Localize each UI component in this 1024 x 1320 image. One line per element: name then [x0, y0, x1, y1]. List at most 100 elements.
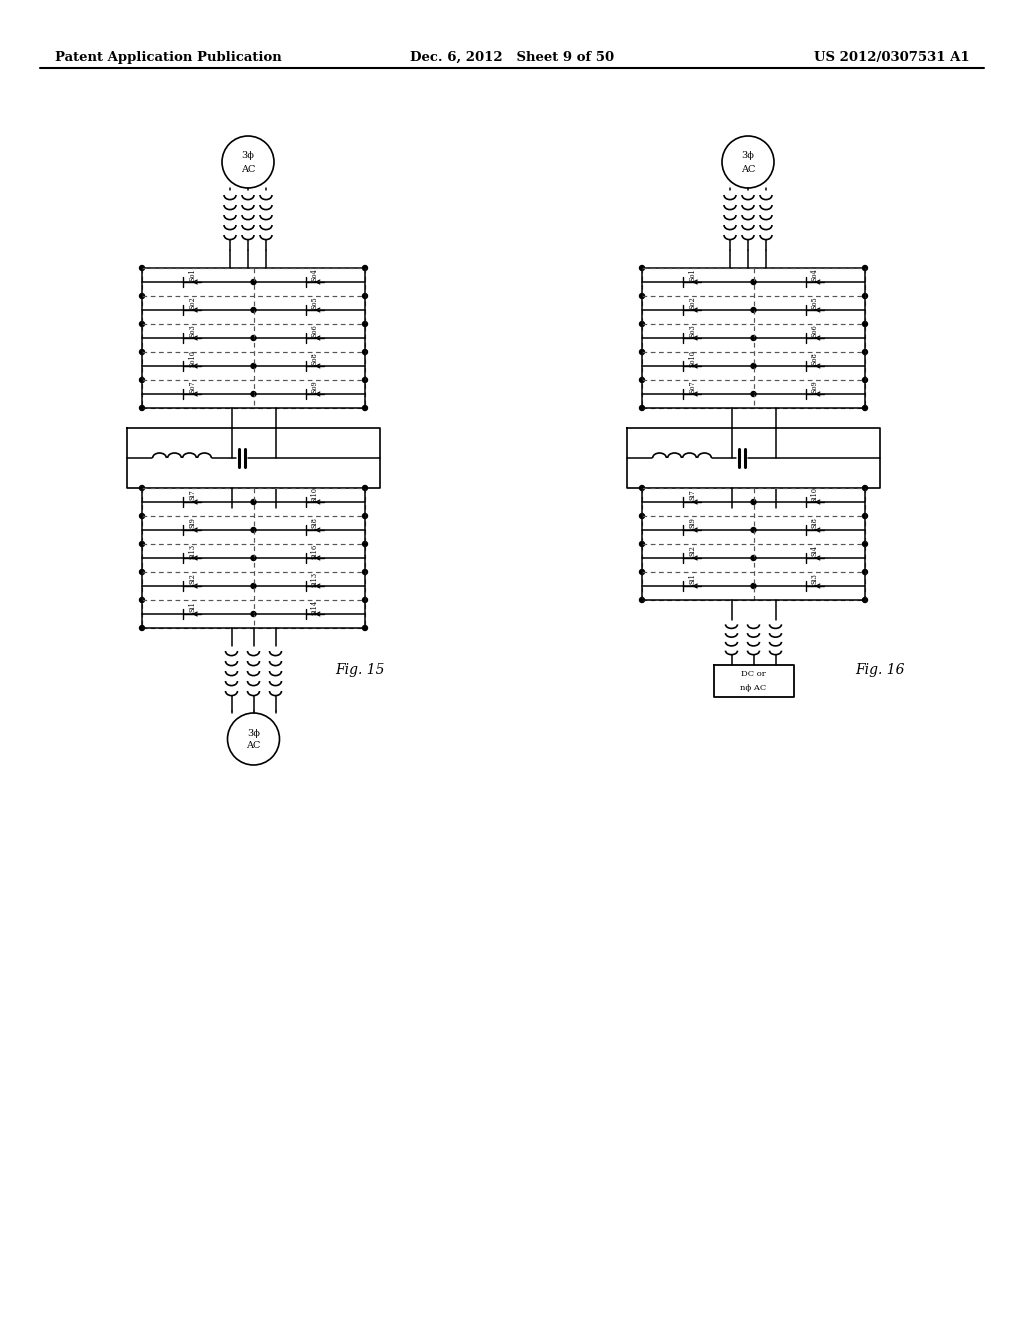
Text: Si9: Si9	[688, 517, 696, 528]
Text: AC: AC	[241, 165, 255, 173]
Text: So6: So6	[811, 325, 819, 338]
Circle shape	[362, 293, 368, 298]
Text: Si8: Si8	[811, 517, 819, 528]
Circle shape	[362, 265, 368, 271]
Text: So9: So9	[311, 380, 318, 393]
Circle shape	[251, 392, 256, 396]
Text: So2: So2	[688, 297, 696, 309]
Circle shape	[640, 350, 644, 355]
Circle shape	[362, 486, 368, 491]
Circle shape	[640, 569, 644, 574]
Text: Si2: Si2	[188, 574, 197, 585]
Text: Si2: Si2	[688, 545, 696, 557]
Text: So5: So5	[311, 297, 318, 309]
Circle shape	[139, 598, 144, 602]
Text: Si7: Si7	[688, 490, 696, 500]
Circle shape	[251, 280, 256, 285]
Text: Si16: Si16	[311, 544, 318, 558]
Text: So6: So6	[311, 325, 318, 338]
Circle shape	[251, 499, 256, 504]
Circle shape	[640, 265, 644, 271]
Circle shape	[139, 378, 144, 383]
Text: So8: So8	[811, 352, 819, 366]
Circle shape	[751, 499, 756, 504]
Circle shape	[862, 322, 867, 326]
Text: So10: So10	[688, 351, 696, 367]
Text: Si9: Si9	[188, 517, 197, 528]
Text: US 2012/0307531 A1: US 2012/0307531 A1	[814, 50, 970, 63]
Circle shape	[362, 569, 368, 574]
Text: So7: So7	[688, 380, 696, 393]
Text: So3: So3	[188, 325, 197, 338]
Circle shape	[751, 280, 756, 285]
Text: 3ϕ: 3ϕ	[741, 152, 755, 161]
Text: Si8: Si8	[311, 517, 318, 528]
Circle shape	[362, 350, 368, 355]
Circle shape	[139, 626, 144, 631]
Text: Si13: Si13	[188, 544, 197, 558]
Circle shape	[139, 569, 144, 574]
Circle shape	[751, 556, 756, 561]
Text: So4: So4	[811, 268, 819, 281]
Circle shape	[251, 363, 256, 368]
Text: So1: So1	[688, 269, 696, 281]
Text: DC or: DC or	[741, 671, 766, 678]
Circle shape	[251, 556, 256, 561]
Text: Si14: Si14	[311, 599, 318, 615]
Circle shape	[139, 322, 144, 326]
Circle shape	[862, 513, 867, 519]
Text: 3ϕ: 3ϕ	[242, 152, 254, 161]
Text: AC: AC	[247, 742, 261, 751]
Circle shape	[640, 486, 644, 491]
Text: nϕ AC: nϕ AC	[740, 684, 767, 692]
Circle shape	[862, 569, 867, 574]
Text: Si10: Si10	[311, 487, 318, 503]
Circle shape	[751, 528, 756, 532]
Text: Si10: Si10	[811, 487, 819, 503]
Text: 3ϕ: 3ϕ	[247, 729, 260, 738]
Circle shape	[362, 513, 368, 519]
Circle shape	[862, 265, 867, 271]
Circle shape	[251, 583, 256, 589]
Text: So2: So2	[188, 297, 197, 309]
Circle shape	[751, 335, 756, 341]
Circle shape	[640, 598, 644, 602]
Text: Patent Application Publication: Patent Application Publication	[55, 50, 282, 63]
Text: Si1: Si1	[188, 602, 197, 612]
Circle shape	[362, 541, 368, 546]
Circle shape	[862, 378, 867, 383]
Circle shape	[862, 293, 867, 298]
Circle shape	[751, 583, 756, 589]
Circle shape	[640, 541, 644, 546]
Text: So4: So4	[311, 268, 318, 281]
Text: Dec. 6, 2012   Sheet 9 of 50: Dec. 6, 2012 Sheet 9 of 50	[410, 50, 614, 63]
Circle shape	[362, 626, 368, 631]
Circle shape	[862, 598, 867, 602]
Circle shape	[139, 265, 144, 271]
Circle shape	[251, 308, 256, 313]
Circle shape	[139, 513, 144, 519]
Circle shape	[862, 486, 867, 491]
Text: AC: AC	[740, 165, 755, 173]
Circle shape	[640, 513, 644, 519]
Circle shape	[751, 392, 756, 396]
Text: Si7: Si7	[188, 490, 197, 500]
Circle shape	[751, 308, 756, 313]
Circle shape	[862, 350, 867, 355]
Text: So7: So7	[188, 380, 197, 393]
Text: So1: So1	[188, 269, 197, 281]
Text: Fig. 16: Fig. 16	[855, 663, 905, 677]
Circle shape	[862, 405, 867, 411]
Text: So9: So9	[811, 380, 819, 393]
Circle shape	[640, 378, 644, 383]
Circle shape	[362, 598, 368, 602]
Circle shape	[751, 363, 756, 368]
Circle shape	[139, 486, 144, 491]
Circle shape	[251, 611, 256, 616]
Circle shape	[251, 528, 256, 532]
Circle shape	[362, 322, 368, 326]
Text: Fig. 15: Fig. 15	[335, 663, 385, 677]
Text: So3: So3	[688, 325, 696, 338]
Circle shape	[139, 541, 144, 546]
Text: Si1: Si1	[688, 574, 696, 585]
